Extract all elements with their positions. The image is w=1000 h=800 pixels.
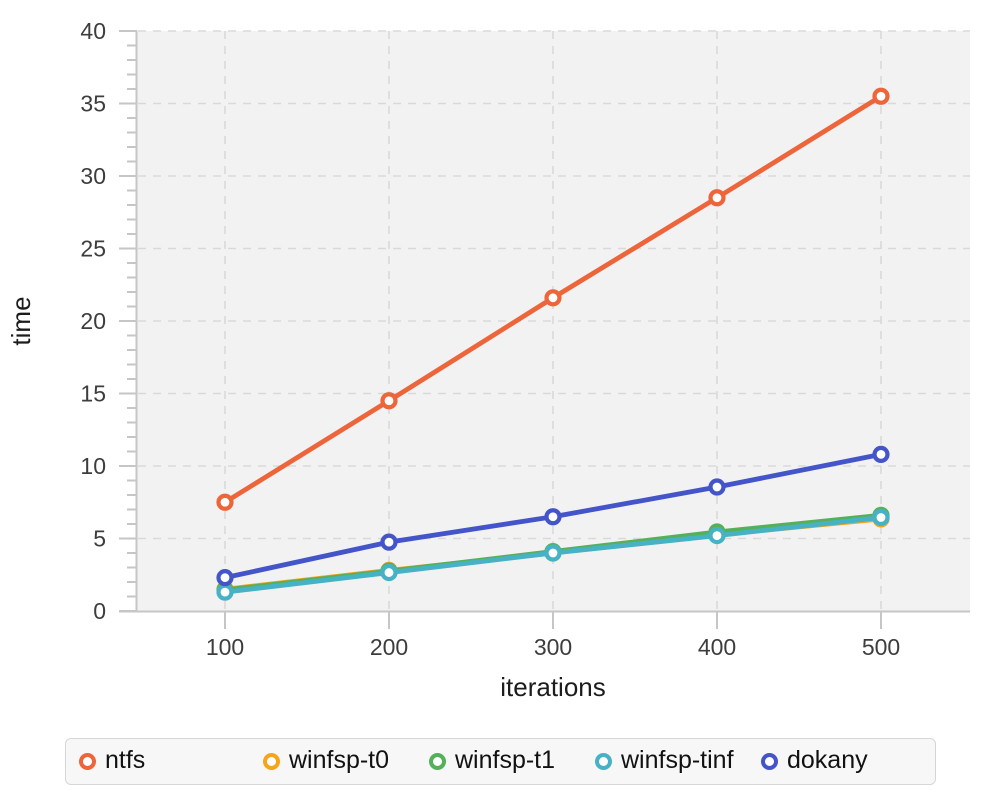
legend-label: winfsp-tinf — [621, 746, 734, 774]
data-point-winfsp-tinf — [216, 583, 234, 601]
y-tick-label: 30 — [80, 163, 106, 189]
legend: ntfs winfsp-t0 winfsp-t1 winfsp-tinf dokany — [65, 738, 936, 785]
data-point-winfsp-tinf — [872, 508, 890, 527]
series-markers-ntfs — [216, 87, 890, 511]
data-point-dokany — [708, 478, 726, 496]
data-point-winfsp-tinf — [544, 544, 562, 562]
legend-item-winfsp-t0[interactable]: winfsp-t0 — [263, 748, 429, 775]
x-axis-title: iterations — [500, 672, 606, 702]
data-point-dokany — [544, 508, 562, 526]
data-point-dokany — [380, 533, 398, 551]
y-tick-label: 25 — [80, 236, 106, 262]
tick-marks — [119, 30, 882, 629]
data-point-ntfs — [216, 493, 234, 511]
x-tick-label: 500 — [862, 634, 900, 660]
data-point-dokany — [872, 445, 890, 463]
data-point-dokany — [216, 569, 234, 587]
legend-label: ntfs — [105, 746, 146, 774]
y-tick-label: 10 — [80, 453, 106, 479]
series-markers-dokany — [216, 445, 890, 587]
legend-marker-dokany-icon — [761, 753, 778, 770]
legend-marker-ntfs-icon — [79, 753, 96, 770]
legend-item-dokany[interactable]: dokany — [761, 748, 935, 775]
y-tick-label: 20 — [80, 308, 106, 334]
legend-item-winfsp-tinf[interactable]: winfsp-tinf — [595, 748, 761, 775]
data-point-ntfs — [708, 189, 726, 207]
data-point-ntfs — [380, 392, 398, 410]
x-tick-label: 400 — [698, 634, 736, 660]
y-tick-label: 0 — [93, 598, 106, 624]
data-point-winfsp-tinf — [708, 526, 726, 545]
tick-labels: 0 5 10 15 20 25 30 35 40 100 200 300 400 500 — [80, 18, 900, 660]
x-tick-label: 100 — [206, 634, 244, 660]
legend-marker-winfsp-t1-icon — [429, 753, 446, 770]
data-point-ntfs — [544, 289, 562, 307]
y-tick-label: 15 — [80, 381, 106, 407]
y-tick-label: 35 — [80, 91, 106, 117]
series-markers-winfsp-tinf — [216, 508, 890, 601]
y-tick-label: 5 — [93, 526, 106, 552]
data-point-ntfs — [872, 87, 890, 105]
legend-marker-winfsp-t0-icon — [263, 753, 280, 770]
legend-label: winfsp-t1 — [455, 746, 556, 774]
legend-label: winfsp-t0 — [289, 746, 390, 774]
data-point-winfsp-tinf — [380, 563, 398, 582]
legend-marker-winfsp-tinf-icon — [595, 753, 612, 770]
legend-item-ntfs[interactable]: ntfs — [79, 748, 263, 775]
x-tick-label: 200 — [370, 634, 408, 660]
y-tick-label: 40 — [80, 18, 106, 44]
x-tick-label: 300 — [534, 634, 572, 660]
line-chart: 0 5 10 15 20 25 30 35 40 100 200 300 400 500 time ite… — [6, 18, 970, 702]
legend-label: dokany — [787, 746, 868, 774]
y-axis-title: time — [6, 296, 36, 345]
legend-item-winfsp-t1[interactable]: winfsp-t1 — [429, 748, 595, 775]
